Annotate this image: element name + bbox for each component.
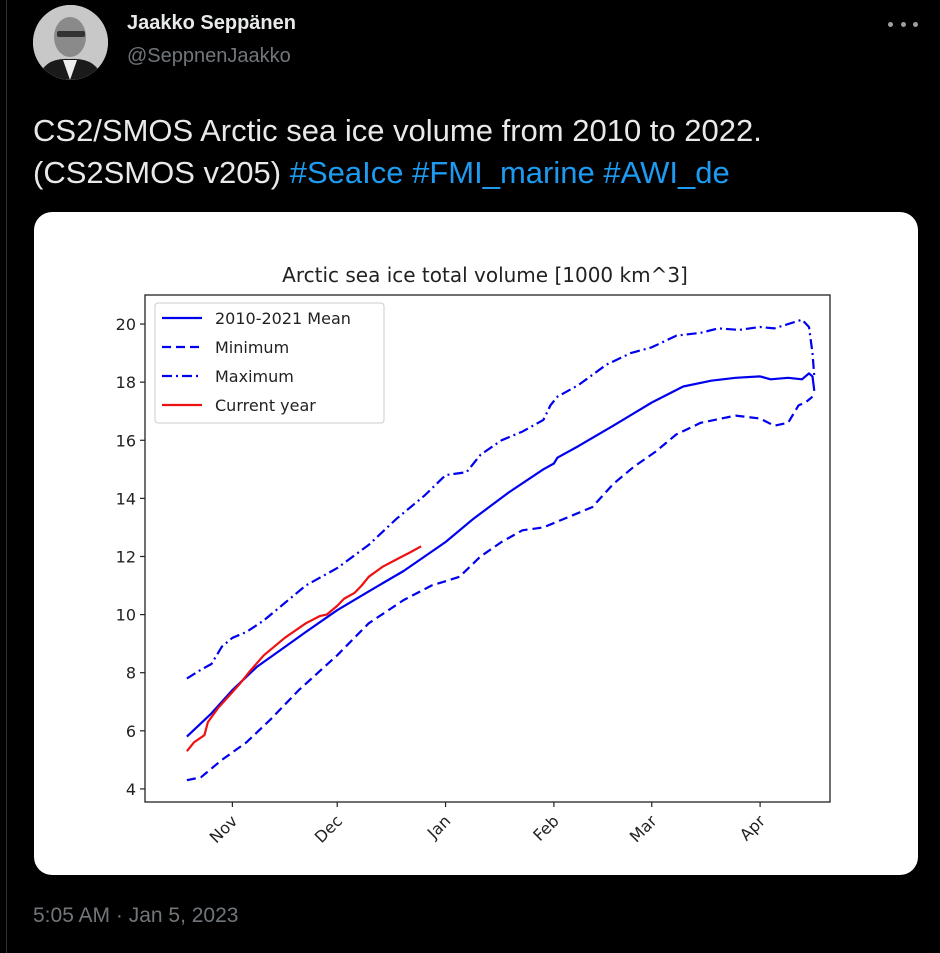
y-tick-label: 20 bbox=[116, 315, 136, 334]
tweet-timestamp[interactable]: 5:05 AM · Jan 5, 2023 bbox=[33, 904, 239, 927]
chart-title: Arctic sea ice total volume [1000 km^3] bbox=[282, 263, 688, 287]
x-tick-label: Jan bbox=[423, 811, 455, 843]
x-tick-label: Feb bbox=[529, 811, 562, 844]
legend-label: Current year bbox=[215, 396, 316, 415]
author-handle[interactable]: @SeppnenJaakko bbox=[127, 45, 291, 67]
more-dot bbox=[913, 21, 918, 27]
avatar[interactable] bbox=[33, 5, 108, 80]
hashtag-seaice[interactable]: #SeaIce bbox=[289, 155, 404, 190]
timeline-divider bbox=[6, 0, 7, 953]
tweet-text: CS2/SMOS Arctic sea ice volume from 2010… bbox=[33, 110, 923, 194]
series-line-2010-2021-mean bbox=[186, 372, 816, 738]
media-card[interactable]: Arctic sea ice total volume [1000 km^3] … bbox=[34, 212, 918, 875]
x-tick-label: Apr bbox=[736, 811, 769, 844]
more-dot bbox=[888, 21, 893, 27]
y-tick-label: 18 bbox=[116, 373, 136, 392]
legend-label: Maximum bbox=[215, 367, 294, 386]
y-tick-label: 10 bbox=[116, 606, 136, 625]
legend-box bbox=[154, 302, 385, 424]
x-tick-label: Nov bbox=[206, 811, 242, 847]
y-tick-label: 16 bbox=[116, 431, 136, 450]
chart: Arctic sea ice total volume [1000 km^3] … bbox=[116, 263, 831, 847]
legend: 2010-2021 Mean Minimum Maximum Current year bbox=[154, 302, 385, 424]
avatar-photo bbox=[33, 5, 108, 80]
hashtag-fmi-marine[interactable]: #FMI_marine bbox=[412, 155, 595, 190]
tweet-body: CS2/SMOS Arctic sea ice volume from 2010… bbox=[33, 113, 762, 190]
x-tick-label: Dec bbox=[311, 811, 346, 846]
x-tick-label: Mar bbox=[626, 811, 661, 846]
plot-frame bbox=[144, 294, 831, 803]
author-name[interactable]: Jaakko Seppänen bbox=[127, 12, 296, 34]
hashtag-awi-de[interactable]: #AWI_de bbox=[603, 155, 730, 190]
y-tick-label: 14 bbox=[116, 489, 136, 508]
more-dot bbox=[900, 21, 906, 27]
more-horizontal-icon[interactable] bbox=[888, 12, 918, 36]
y-tick-label: 8 bbox=[126, 664, 136, 683]
y-tick-label: 6 bbox=[126, 722, 136, 741]
series-line-current-year bbox=[186, 545, 422, 752]
series-line-minimum bbox=[186, 395, 814, 782]
y-tick-label: 12 bbox=[116, 547, 136, 566]
legend-label: Minimum bbox=[215, 338, 289, 357]
legend-label: 2010-2021 Mean bbox=[215, 309, 351, 328]
y-tick-label: 4 bbox=[126, 780, 136, 799]
series-line-maximum bbox=[186, 318, 816, 680]
